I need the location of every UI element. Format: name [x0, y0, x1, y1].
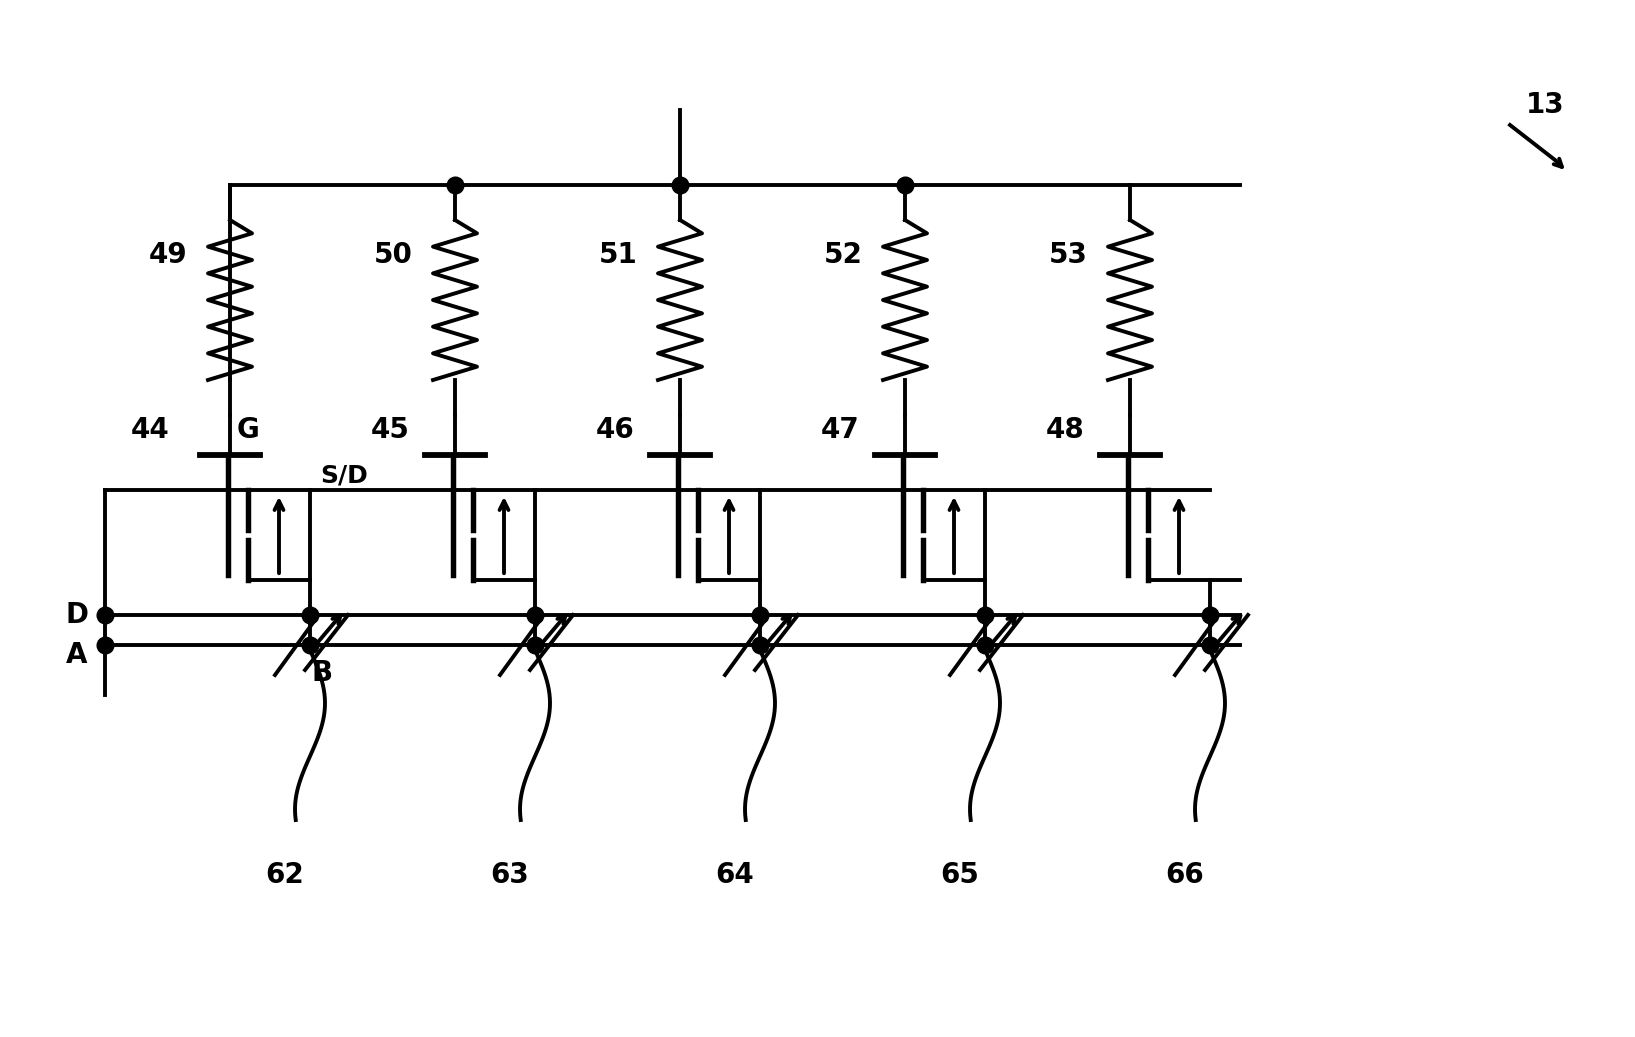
Text: 45: 45: [371, 416, 409, 444]
Text: 53: 53: [1048, 241, 1087, 269]
Text: 52: 52: [824, 241, 862, 269]
Text: 44: 44: [131, 416, 170, 444]
Text: B: B: [311, 658, 332, 686]
Text: 50: 50: [373, 241, 412, 269]
Text: 47: 47: [821, 416, 860, 444]
Text: 64: 64: [716, 861, 754, 889]
Text: A: A: [67, 641, 88, 669]
Text: 62: 62: [265, 861, 304, 889]
Text: 49: 49: [149, 241, 188, 269]
Text: 63: 63: [490, 861, 530, 889]
Text: S/D: S/D: [320, 463, 368, 487]
Text: 48: 48: [1046, 416, 1084, 444]
Text: 13: 13: [1525, 91, 1565, 119]
Text: 46: 46: [595, 416, 634, 444]
Text: 65: 65: [940, 861, 979, 889]
Text: 66: 66: [1166, 861, 1205, 889]
Text: D: D: [65, 601, 88, 629]
Text: 51: 51: [598, 241, 638, 269]
Text: G: G: [237, 416, 260, 444]
